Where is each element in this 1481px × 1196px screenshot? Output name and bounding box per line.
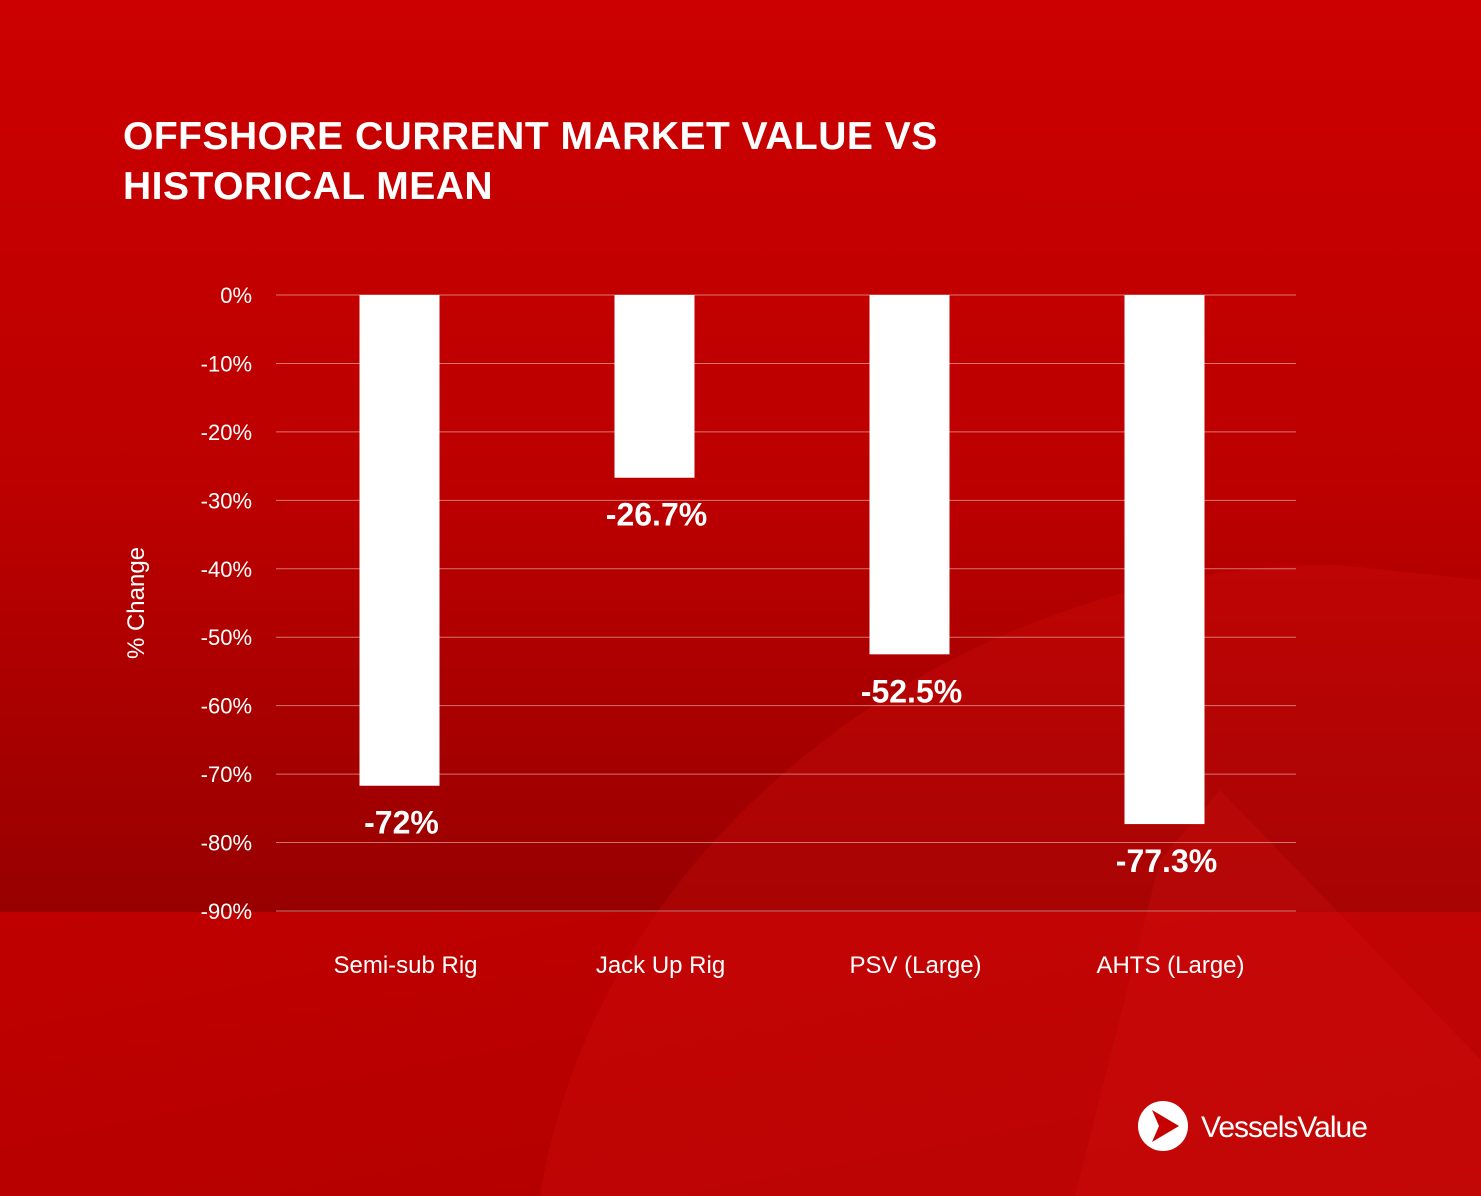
data-labels: -72% -26.7% -52.5% -77.3% xyxy=(364,497,1217,879)
y-tick-label: -80% xyxy=(201,831,252,856)
data-label: -26.7% xyxy=(606,497,707,533)
y-axis-ticks: 0% -10% -20% -30% -40% -50% -60% -70% -80% -90% xyxy=(201,283,252,924)
x-category-label: Jack Up Rig xyxy=(596,952,725,979)
bar xyxy=(614,295,695,478)
y-tick-label: -60% xyxy=(201,694,252,719)
y-tick-label: -90% xyxy=(201,899,252,924)
bar xyxy=(1124,295,1205,825)
bar xyxy=(359,295,440,786)
data-label: -77.3% xyxy=(1116,843,1217,879)
bar xyxy=(869,295,950,655)
y-tick-label: -30% xyxy=(201,488,252,513)
x-category-label: AHTS (Large) xyxy=(1096,952,1244,979)
data-label: -72% xyxy=(364,805,439,841)
y-tick-label: -70% xyxy=(201,762,252,787)
vesselsvalue-logo-icon xyxy=(1138,1101,1188,1151)
y-tick-label: -20% xyxy=(201,420,252,445)
y-tick-label: -50% xyxy=(201,625,252,650)
y-axis-title: % Change xyxy=(123,547,150,659)
x-category-label: PSV (Large) xyxy=(849,952,981,979)
data-label: -52.5% xyxy=(861,673,962,709)
brand-name: VesselsValue xyxy=(1201,1111,1367,1144)
x-category-label: Semi-sub Rig xyxy=(333,952,477,979)
y-tick-label: -40% xyxy=(201,557,252,582)
y-tick-label: 0% xyxy=(220,283,252,308)
y-tick-label: -10% xyxy=(201,351,252,376)
x-axis-categories: Semi-sub Rig Jack Up Rig PSV (Large) AHTS (… xyxy=(333,952,1244,979)
brand-logo: VesselsValue xyxy=(1138,1101,1368,1151)
bars xyxy=(359,295,1205,825)
chart-title: OFFSHORE CURRENT MARKET VALUE VS HISTORI… xyxy=(123,115,938,208)
